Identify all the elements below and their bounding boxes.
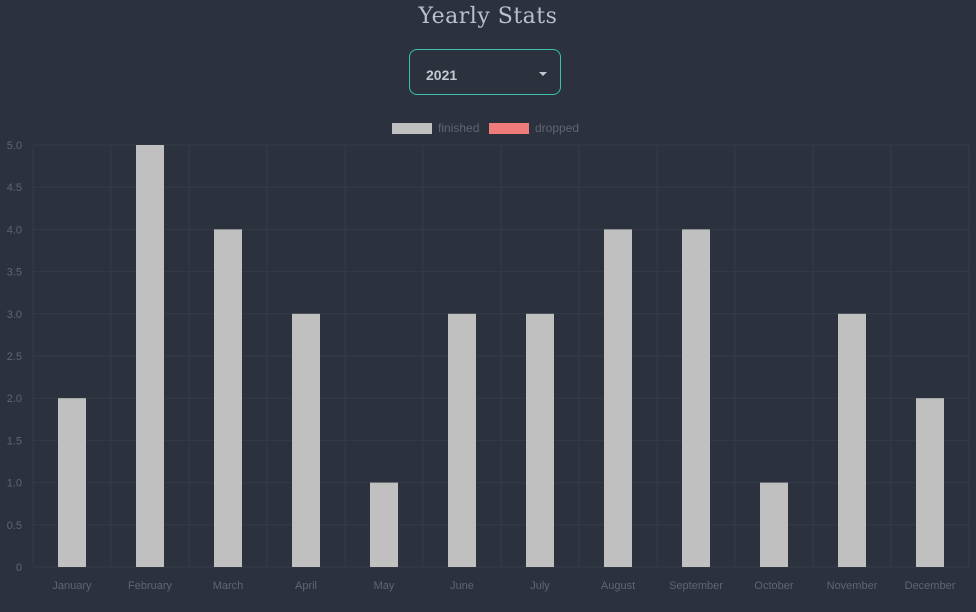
x-tick-label: June — [450, 580, 474, 592]
x-tick-label: July — [530, 580, 550, 592]
x-tick-label: October — [754, 580, 793, 592]
y-tick-label: 1.0 — [7, 478, 22, 490]
bar-finished-june — [448, 313, 476, 567]
year-select[interactable]: 2021 — [409, 49, 561, 95]
x-tick-label: April — [295, 580, 317, 592]
y-tick-label: 3.5 — [7, 267, 22, 279]
legend-label-finished[interactable]: finished — [438, 121, 479, 135]
bar-finished-april — [292, 313, 320, 567]
caret-down-icon — [539, 72, 547, 76]
x-axis-ticks: January February March April May June July Augu… — [52, 580, 955, 592]
y-tick-label: 0.5 — [7, 520, 22, 532]
y-tick-label: 4.0 — [7, 224, 22, 236]
x-tick-label: December — [905, 580, 956, 592]
bar-finished-november — [838, 313, 866, 567]
bar-finished-august — [604, 229, 632, 567]
x-tick-label: September — [669, 580, 723, 592]
chart-legend: finished dropped — [392, 121, 579, 135]
bar-finished-may — [370, 482, 398, 567]
legend-label-dropped[interactable]: dropped — [535, 121, 579, 135]
legend-swatch-dropped[interactable] — [489, 123, 529, 134]
x-tick-label: January — [52, 580, 92, 592]
y-tick-label: 5.0 — [7, 140, 22, 152]
chart-grid — [32, 144, 970, 568]
page-title: Yearly Stats — [418, 4, 558, 29]
x-tick-label: May — [374, 580, 395, 592]
bar-finished-december — [916, 398, 944, 567]
y-tick-label: 2.0 — [7, 393, 22, 405]
chart-bars — [58, 145, 944, 567]
y-tick-label: 2.5 — [7, 351, 22, 363]
bar-finished-july — [526, 313, 554, 567]
x-tick-label: November — [827, 580, 878, 592]
x-tick-label: February — [128, 580, 173, 592]
y-tick-label: 4.5 — [7, 182, 22, 194]
bar-finished-january — [58, 398, 86, 567]
bar-finished-march — [214, 229, 242, 567]
bar-finished-september — [682, 229, 710, 567]
y-tick-label: 1.5 — [7, 435, 22, 447]
y-axis-ticks: 0 0.5 1.0 1.5 2.0 2.5 3.0 3.5 4.0 4.5 5.0 — [7, 140, 22, 574]
x-tick-label: March — [213, 580, 244, 592]
x-tick-label: August — [601, 580, 635, 592]
y-tick-label: 3.0 — [7, 309, 22, 321]
y-tick-label: 0 — [16, 562, 22, 574]
bar-finished-february — [136, 145, 164, 567]
year-select-value: 2021 — [426, 67, 458, 83]
bar-finished-october — [760, 482, 788, 567]
legend-swatch-finished[interactable] — [392, 123, 432, 134]
